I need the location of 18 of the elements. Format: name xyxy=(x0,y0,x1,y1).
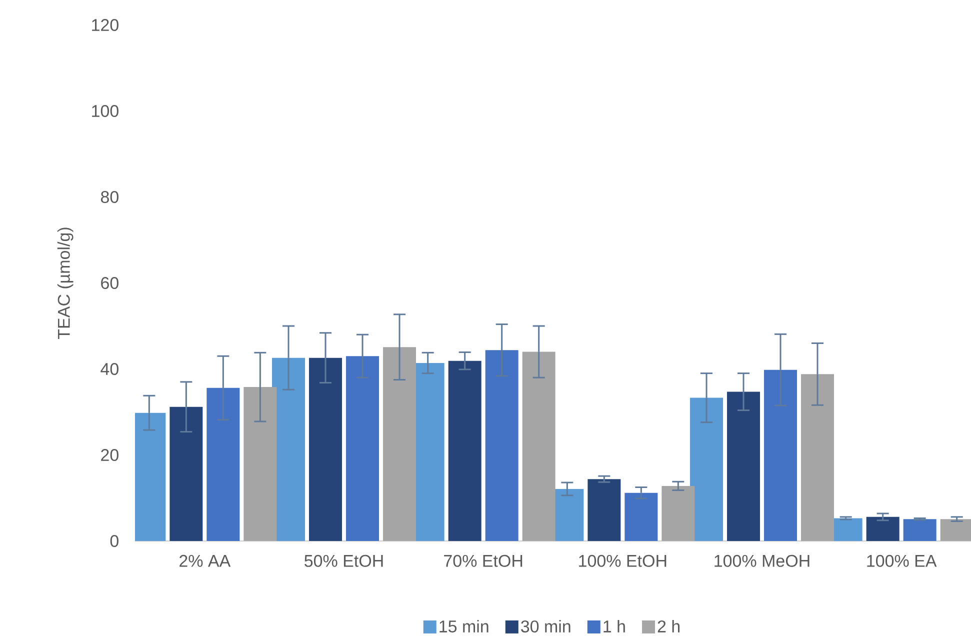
x-tick-label: 70% EtOH xyxy=(444,554,522,567)
y-tick-label: 80 xyxy=(100,190,118,204)
x-tick-label: 100% MeOH xyxy=(714,554,810,567)
x-tick-label: 100% EA xyxy=(867,554,937,567)
legend-label: 30 min xyxy=(521,620,570,632)
y-axis-title: TEAC (µmol/g) xyxy=(57,228,74,339)
legend-label: 2 h xyxy=(658,620,680,632)
y-tick-label: 120 xyxy=(92,18,118,32)
y-tick-label: 60 xyxy=(101,276,118,290)
y-tick-label: 40 xyxy=(100,362,118,376)
x-tick-label: 50% EtOH xyxy=(304,554,383,567)
x-tick-label: 2% AA xyxy=(180,554,231,567)
x-tick-label: 100% EtOH xyxy=(579,554,666,567)
y-tick-label: 100 xyxy=(92,104,118,118)
y-tick-label: 20 xyxy=(101,448,118,462)
legend-label: 15 min xyxy=(440,620,488,632)
legend-label: 1 h xyxy=(604,620,625,632)
y-tick-label: 0 xyxy=(110,534,118,548)
